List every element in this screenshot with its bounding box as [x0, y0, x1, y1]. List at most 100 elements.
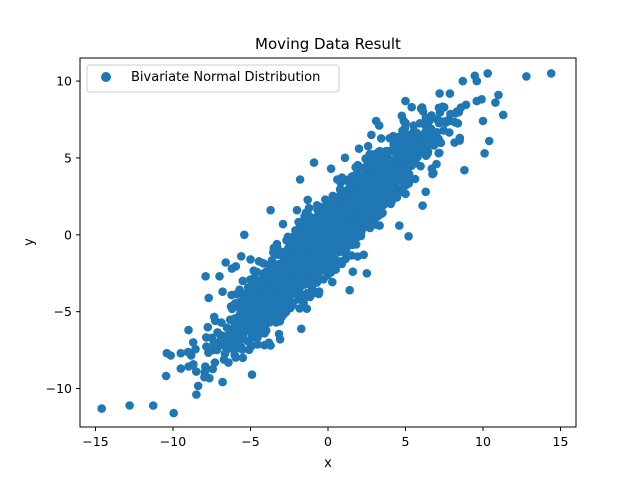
scatter-point [432, 159, 441, 169]
scatter-point [322, 246, 332, 255]
scatter-point [238, 353, 248, 363]
scatter-point [266, 205, 275, 215]
scatter-point [326, 164, 336, 173]
scatter-point [278, 277, 288, 286]
scatter-point [405, 149, 415, 158]
scatter-point [193, 381, 203, 391]
scatter-point [329, 216, 338, 226]
scatter-point [253, 281, 262, 291]
scatter-point [372, 189, 382, 198]
legend-box [86, 64, 340, 93]
scatter-point [421, 187, 431, 197]
scatter-point [450, 118, 460, 127]
scatter-point [368, 195, 378, 204]
y-tick-label: −10 [46, 381, 72, 396]
scatter-point [358, 216, 367, 226]
scatter-point [224, 358, 233, 367]
scatter-point [331, 259, 341, 268]
scatter-point [236, 304, 245, 314]
scatter-point [340, 153, 350, 163]
scatter-point [351, 215, 361, 224]
x-axis-label: x [324, 456, 332, 471]
scatter-point [176, 364, 186, 373]
scatter-point [238, 345, 247, 354]
scatter-point [213, 328, 222, 337]
scatter-point [312, 247, 322, 256]
y-tick-label: 10 [56, 74, 72, 89]
scatter-cloud [148, 71, 486, 418]
scatter-point [308, 288, 317, 298]
scatter-point [342, 200, 352, 209]
scatter-point [398, 185, 407, 195]
scatter-point [388, 182, 397, 191]
scatter-point [410, 174, 420, 184]
x-tick-label: 15 [553, 434, 569, 449]
scatter-point [472, 96, 482, 106]
scatter-point [348, 267, 358, 277]
scatter-point [184, 362, 193, 371]
scatter-point [272, 239, 282, 249]
scatter-point [379, 200, 389, 210]
scatter-point [277, 264, 287, 274]
scatter-point [243, 336, 252, 346]
scatter-point [334, 235, 344, 244]
scatter-point [395, 221, 404, 230]
scatter-point [238, 290, 248, 300]
scatter-point [401, 96, 410, 106]
scatter-point [264, 307, 274, 317]
scatter-point [421, 115, 431, 124]
scatter-point [348, 223, 358, 233]
scatter-point [402, 131, 411, 140]
scatter-point [397, 111, 407, 121]
scatter-point [305, 234, 315, 244]
scatter-point [339, 190, 348, 200]
scatter-point [161, 371, 171, 381]
scatter-point [292, 287, 302, 297]
scatter-point [362, 202, 372, 211]
scatter-point [236, 327, 246, 337]
scatter-point [276, 313, 286, 322]
scatter-point [266, 341, 275, 350]
scatter-point [522, 72, 531, 81]
scatter-point [308, 213, 317, 223]
scatter-point [415, 119, 425, 128]
scatter-point [288, 298, 298, 308]
scatter-point [326, 223, 336, 233]
scatter-point [400, 123, 410, 132]
scatter-point [281, 254, 290, 263]
scatter-point [344, 232, 354, 241]
scatter-point [295, 175, 305, 184]
scatter-point [148, 401, 158, 410]
scatter-point [491, 98, 500, 107]
scatter-point [301, 262, 310, 271]
scatter-point [445, 89, 455, 98]
scatter-point [373, 212, 382, 221]
scatter-point [385, 174, 394, 183]
scatter-point [362, 269, 372, 278]
x-tick-label: 0 [324, 434, 332, 449]
scatter-point [441, 118, 451, 127]
scatter-point [354, 200, 364, 209]
scatter-point [498, 110, 508, 120]
scatter-point [329, 209, 339, 218]
scatter-point [483, 69, 493, 78]
x-tick-label: 10 [475, 434, 491, 449]
x-tick-label: −5 [241, 434, 259, 449]
scatter-point [215, 272, 224, 281]
scatter-point [396, 173, 406, 182]
y-tick-label: 5 [64, 150, 72, 165]
scatter-point [297, 324, 306, 334]
scatter-point [247, 370, 257, 380]
scatter-point [478, 116, 488, 126]
y-tick-label: 0 [64, 227, 72, 242]
scatter-point [287, 253, 297, 262]
legend: Bivariate Normal Distribution [86, 64, 340, 93]
scatter-point [230, 350, 239, 360]
scatter-point [295, 304, 304, 313]
scatter-point [267, 316, 277, 326]
scatter-point [438, 102, 447, 111]
legend-label: Bivariate Normal Distribution [131, 70, 320, 85]
scatter-point [246, 255, 255, 264]
scatter-point [322, 199, 331, 209]
scatter-point [292, 205, 302, 215]
